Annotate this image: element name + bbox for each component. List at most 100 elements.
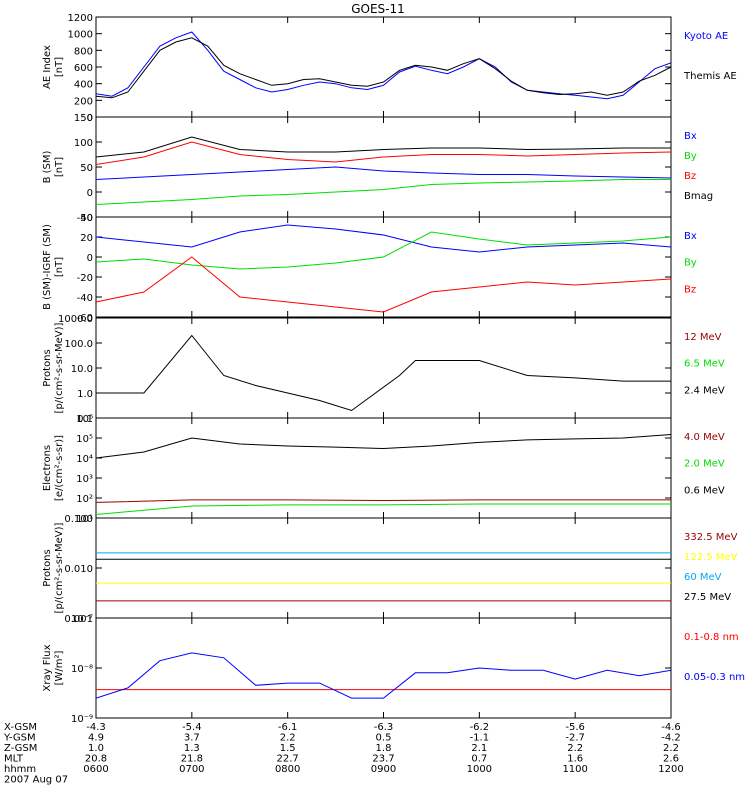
y-tick-label: 600 [74, 63, 93, 74]
y-tick-label: 10⁴ [76, 454, 93, 465]
x-row-value: 1.6 [567, 754, 583, 765]
y-tick-label: 10³ [76, 474, 93, 485]
series-line-electrons-2 [96, 434, 671, 459]
series-line-bdiff-1 [96, 231, 671, 270]
y-tick-label: -60 [77, 313, 93, 324]
y-tick-label: 0.1 [77, 414, 93, 425]
y-tick-label: 1000.0 [58, 314, 93, 325]
series-line-ae-0 [96, 31, 671, 100]
x-row-value: 2.2 [663, 743, 679, 754]
x-row-value: 1.8 [376, 743, 392, 754]
y-axis-label: Xray Flux [42, 644, 53, 691]
panel-frame-xray [95, 617, 672, 719]
y-tick-label: 20 [80, 233, 93, 244]
panel-frame-bfield [95, 116, 672, 218]
x-row-value: 2.6 [663, 754, 679, 765]
x-row-label: Y-GSM [3, 733, 36, 744]
x-row-value: -4.6 [661, 722, 681, 733]
y-tick-label: 0.001 [64, 614, 93, 625]
y-tick-label: 10⁶ [76, 414, 93, 425]
x-row-value: 1.5 [280, 743, 296, 754]
series-line-electrons-1 [96, 503, 671, 515]
series-line-protons_low-2 [96, 334, 671, 412]
legend-label: 4.0 MeV [684, 432, 725, 443]
series-line-bfield-2 [96, 141, 671, 165]
x-row-value: 4.9 [88, 733, 104, 744]
x-row-value: 23.7 [372, 754, 394, 765]
series-line-bfield-3 [96, 136, 671, 158]
y-axis-label: [nT] [54, 257, 65, 277]
y-tick-label: 1.0 [77, 389, 93, 400]
legend-label: Bx [684, 131, 697, 142]
x-row-value: 2.2 [280, 733, 296, 744]
legend-label: 0.05-0.3 nm [684, 672, 745, 683]
x-row-value: 2.2 [567, 743, 583, 754]
legend-label: 60 MeV [684, 572, 722, 583]
y-tick-label: -20 [77, 273, 93, 284]
y-axis-label: AE Index [42, 45, 53, 89]
y-axis-label: [nT] [54, 157, 65, 177]
x-row-value: -6.1 [278, 722, 298, 733]
legend-label: 12 MeV [684, 332, 722, 343]
y-tick-label: 800 [74, 46, 93, 57]
series-line-bfield-1 [96, 179, 671, 205]
x-row-value: -5.4 [182, 722, 202, 733]
x-row-value: -6.3 [374, 722, 394, 733]
y-axis-label: Protons [42, 349, 53, 386]
x-row-value: -6.2 [470, 722, 490, 733]
x-row-value: 2.1 [471, 743, 487, 754]
y-tick-label: 50 [80, 163, 93, 174]
y-axis-label: [e/(cm²-s-sr)] [54, 435, 65, 501]
y-tick-label: 400 [74, 80, 93, 91]
x-row-label: Z-GSM [4, 743, 37, 754]
x-row-label: hhmm [4, 764, 36, 775]
panel-frame-protons_high [95, 517, 672, 619]
x-row-value: 0900 [371, 764, 396, 775]
y-axis-label: B (SM)-IGRF (SM) [42, 224, 53, 310]
y-tick-label: 100 [74, 138, 93, 149]
y-tick-label: 1000 [68, 30, 93, 41]
series-line-bfield-0 [96, 166, 671, 180]
legend-label: 0.6 MeV [684, 485, 725, 496]
y-tick-label: 0 [87, 253, 93, 264]
y-tick-label: 0 [87, 113, 93, 124]
x-row-value: 1.0 [88, 743, 104, 754]
x-row-value: 0700 [179, 764, 204, 775]
y-tick-label: 40 [80, 213, 93, 224]
x-row-value: 20.8 [85, 754, 107, 765]
x-row-value: -2.7 [565, 733, 585, 744]
y-tick-label: -50 [77, 213, 93, 224]
series-line-ae-1 [96, 37, 671, 99]
y-tick-label: -40 [77, 293, 93, 304]
legend-label: 6.5 MeV [684, 359, 725, 370]
y-tick-label: 10⁻⁹ [71, 714, 93, 725]
x-row-value: 0.7 [471, 754, 487, 765]
y-axis-label: [p/(cm²-s-sr-MeV)] [54, 322, 65, 413]
y-tick-label: 0.010 [64, 564, 93, 575]
x-row-value: 21.8 [181, 754, 203, 765]
legend-label: 332.5 MeV [684, 532, 738, 543]
y-tick-label: 1200 [68, 13, 93, 24]
date-label: 2007 Aug 07 [4, 775, 68, 786]
y-tick-label: 0 [87, 188, 93, 199]
x-row-value: 0800 [275, 764, 300, 775]
x-row-value: -5.6 [565, 722, 585, 733]
panel-frame-bdiff [95, 216, 672, 318]
legend-label: 27.5 MeV [684, 592, 731, 603]
x-row-value: -4.3 [86, 722, 106, 733]
legend-label: By [684, 258, 697, 269]
y-tick-label: 10.0 [71, 364, 93, 375]
x-row-value: -4.2 [661, 733, 681, 744]
series-line-bdiff-2 [96, 256, 671, 313]
y-tick-label: 10¹ [76, 514, 93, 525]
y-axis-label: Electrons [42, 445, 53, 491]
x-row-value: 1000 [467, 764, 492, 775]
x-row-value: -1.1 [470, 733, 490, 744]
legend-label: Themis AE [683, 71, 737, 82]
y-tick-label: 10⁵ [76, 434, 93, 445]
y-tick-label: 100.0 [64, 339, 93, 350]
panel-frame-ae [95, 16, 672, 118]
legend-label: Bz [684, 284, 696, 295]
x-row-label: X-GSM [4, 722, 37, 733]
